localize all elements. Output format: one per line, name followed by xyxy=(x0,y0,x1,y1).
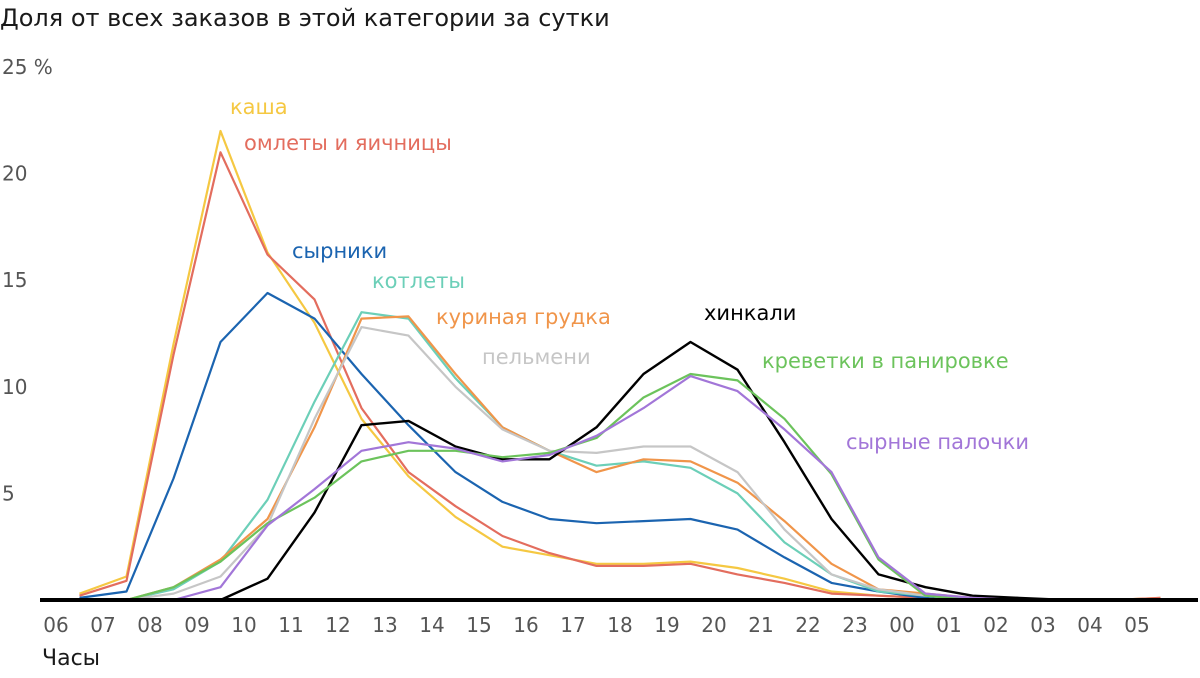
x-tick-label: 21 xyxy=(748,613,773,637)
x-tick-label: 11 xyxy=(278,613,303,637)
x-tick-label: 09 xyxy=(184,613,209,637)
series-label-3: котлеты xyxy=(372,269,465,293)
y-tick-label: 20 xyxy=(2,162,27,186)
series-label-6: хинкали xyxy=(704,301,796,325)
x-tick-label: 15 xyxy=(466,613,491,637)
series-label-2: сырники xyxy=(292,239,387,263)
chart-title: Доля от всех заказов в этой категории за… xyxy=(0,4,610,32)
series-label-5: пельмени xyxy=(482,345,591,369)
x-tick-label: 16 xyxy=(513,613,538,637)
x-tick-label: 12 xyxy=(325,613,350,637)
series-label-8: сырные палочки xyxy=(846,430,1029,454)
x-tick-label: 17 xyxy=(560,613,585,637)
x-tick-label: 22 xyxy=(795,613,820,637)
x-tick-label: 00 xyxy=(889,613,914,637)
x-tick-label: 01 xyxy=(936,613,961,637)
y-tick-label: 10 xyxy=(2,375,27,399)
x-tick-label: 02 xyxy=(983,613,1008,637)
x-tick-label: 04 xyxy=(1077,613,1102,637)
x-tick-label: 05 xyxy=(1124,613,1149,637)
series-label-7: креветки в панировке xyxy=(762,349,1009,373)
x-tick-label: 20 xyxy=(701,613,726,637)
y-unit-label: 25 % xyxy=(2,55,53,79)
y-tick-label: 15 xyxy=(2,268,27,292)
x-tick-label: 19 xyxy=(654,613,679,637)
x-tick-label: 06 xyxy=(43,613,68,637)
x-axis-title: Часы xyxy=(42,646,101,671)
y-tick-label: 5 xyxy=(2,481,15,505)
x-tick-label: 07 xyxy=(90,613,115,637)
x-tick-label: 10 xyxy=(231,613,256,637)
x-tick-label: 14 xyxy=(419,613,444,637)
series-line-6 xyxy=(79,340,1161,602)
x-tick-label: 13 xyxy=(372,613,397,637)
x-tick-label: 08 xyxy=(137,613,162,637)
x-tick-label: 18 xyxy=(607,613,632,637)
series-label-4: куриная грудка xyxy=(436,305,611,329)
series-label-1: омлеты и яичницы xyxy=(244,131,452,155)
x-tick-label: 23 xyxy=(842,613,867,637)
series-label-0: каша xyxy=(230,95,288,119)
x-tick-label: 03 xyxy=(1030,613,1055,637)
